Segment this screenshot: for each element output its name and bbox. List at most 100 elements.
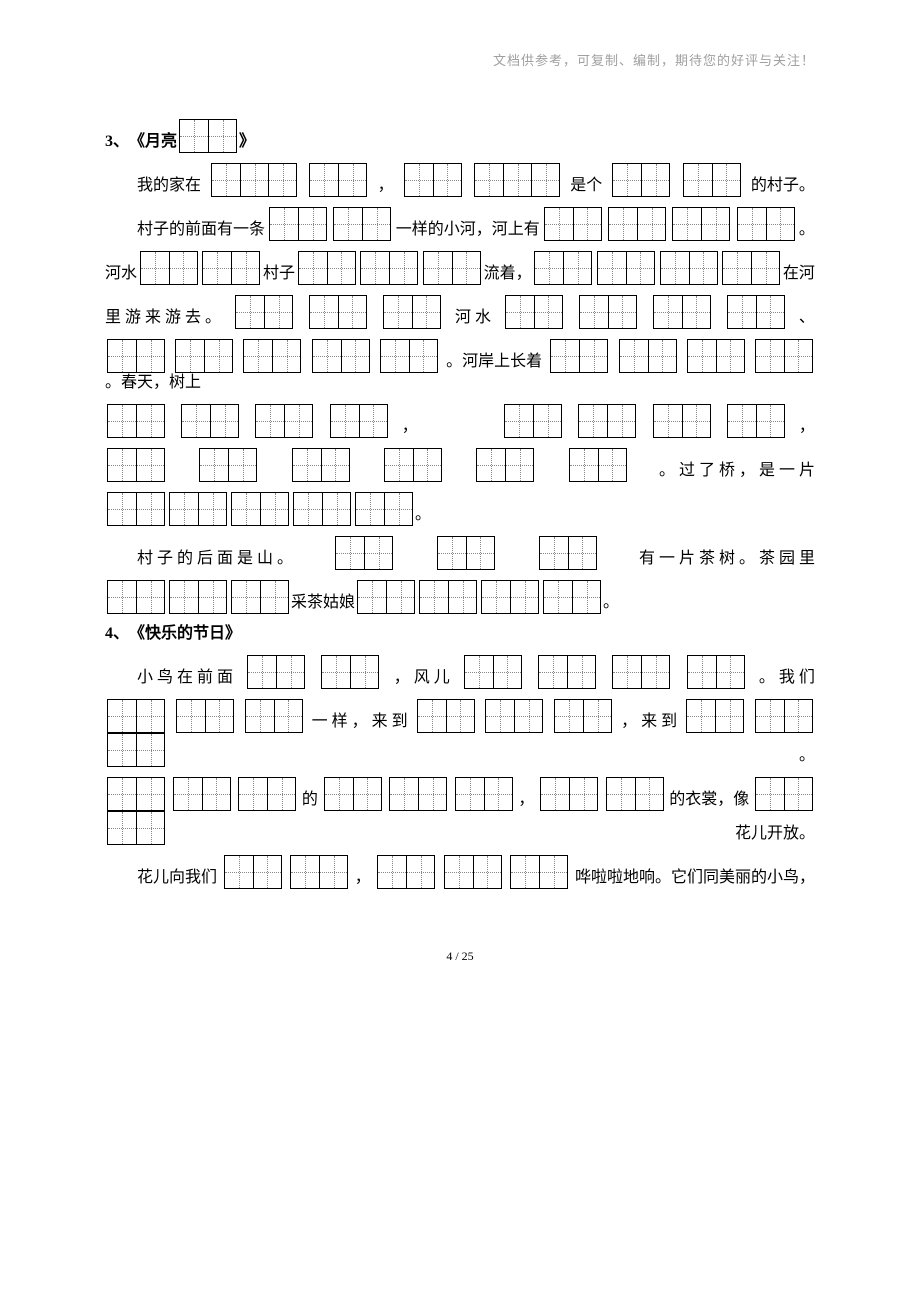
fill-blank-grid[interactable] (255, 404, 313, 438)
fill-blank-grid[interactable] (419, 580, 477, 614)
fill-blank-grid[interactable] (231, 580, 289, 614)
fill-blank-grid[interactable] (357, 580, 415, 614)
fill-blank-grid[interactable] (505, 295, 563, 329)
fill-blank-grid[interactable] (554, 699, 612, 733)
fill-blank-grid[interactable] (612, 163, 670, 197)
fill-blank-grid[interactable] (579, 295, 637, 329)
fill-blank-grid[interactable] (107, 733, 165, 767)
fill-blank-grid[interactable] (235, 295, 293, 329)
fill-blank-grid[interactable] (569, 448, 627, 482)
fill-blank-grid[interactable] (727, 404, 785, 438)
fill-blank-grid[interactable] (485, 699, 543, 733)
fill-blank-grid[interactable] (107, 811, 165, 845)
fill-blank-grid[interactable] (298, 251, 356, 285)
fill-blank-grid[interactable] (173, 777, 231, 811)
fill-blank-grid[interactable] (269, 207, 327, 241)
fill-blank-grid[interactable] (169, 580, 227, 614)
fill-blank-grid[interactable] (722, 251, 780, 285)
fill-blank-grid[interactable] (660, 251, 718, 285)
fill-blank-grid[interactable] (380, 339, 438, 373)
fill-blank-grid[interactable] (355, 492, 413, 526)
fill-blank-grid[interactable] (309, 295, 367, 329)
fill-blank-grid[interactable] (683, 163, 741, 197)
fill-blank-grid[interactable] (107, 404, 165, 438)
fill-blank-grid[interactable] (383, 295, 441, 329)
fill-blank-grid[interactable] (309, 163, 367, 197)
fill-blank-grid[interactable] (290, 855, 348, 889)
fill-blank-grid[interactable] (687, 339, 745, 373)
fill-blank-grid[interactable] (333, 207, 391, 241)
fill-blank-grid[interactable] (476, 448, 534, 482)
fill-blank-grid[interactable] (755, 699, 813, 733)
fill-blank-grid[interactable] (231, 492, 289, 526)
fill-blank-grid[interactable] (538, 655, 596, 689)
fill-blank-grid[interactable] (247, 655, 305, 689)
fill-blank-grid[interactable] (107, 580, 165, 614)
fill-blank-grid[interactable] (384, 448, 442, 482)
fill-blank-grid[interactable] (534, 251, 592, 285)
fill-blank-grid[interactable] (612, 655, 670, 689)
fill-blank-grid[interactable] (455, 777, 513, 811)
fill-blank-grid[interactable] (417, 699, 475, 733)
fill-blank-grid[interactable] (360, 251, 418, 285)
fill-blank-grid[interactable] (464, 655, 522, 689)
fill-blank-grid[interactable] (202, 251, 260, 285)
fill-blank-grid[interactable] (181, 404, 239, 438)
fill-blank-grid[interactable] (199, 448, 257, 482)
fill-blank-grid[interactable] (389, 777, 447, 811)
fill-blank-grid[interactable] (597, 251, 655, 285)
body-text: 花儿开放。 (735, 824, 815, 845)
fill-blank-grid[interactable] (245, 699, 303, 733)
fill-blank-grid[interactable] (672, 207, 730, 241)
fill-blank-grid[interactable] (404, 163, 462, 197)
worksheet-line: 。 (105, 492, 815, 526)
fill-blank-grid[interactable] (321, 655, 379, 689)
fill-blank-grid[interactable] (474, 163, 560, 197)
body-text: 有 一 片 茶 树 。 茶 园 里 (639, 549, 815, 570)
fill-blank-grid[interactable] (107, 699, 165, 733)
fill-blank-grid[interactable] (727, 295, 785, 329)
fill-blank-grid[interactable] (504, 404, 562, 438)
fill-blank-grid[interactable] (608, 207, 666, 241)
fill-blank-grid[interactable] (107, 777, 165, 811)
fill-blank-grid[interactable] (510, 855, 568, 889)
fill-blank-grid[interactable] (335, 536, 393, 570)
fill-blank-grid[interactable] (687, 655, 745, 689)
fill-blank-grid[interactable] (330, 404, 388, 438)
fill-blank-grid[interactable] (211, 163, 297, 197)
fill-blank-grid[interactable] (324, 777, 382, 811)
fill-blank-grid[interactable] (312, 339, 370, 373)
fill-blank-grid[interactable] (423, 251, 481, 285)
fill-blank-grid[interactable] (737, 207, 795, 241)
fill-blank-grid[interactable] (755, 339, 813, 373)
fill-blank-grid[interactable] (578, 404, 636, 438)
fill-blank-grid[interactable] (444, 855, 502, 889)
fill-blank-grid[interactable] (169, 492, 227, 526)
fill-blank-grid[interactable] (550, 339, 608, 373)
fill-blank-grid[interactable] (179, 119, 237, 153)
fill-blank-grid[interactable] (107, 339, 165, 373)
fill-blank-grid[interactable] (224, 855, 282, 889)
fill-blank-grid[interactable] (377, 855, 435, 889)
fill-blank-grid[interactable] (176, 699, 234, 733)
fill-blank-grid[interactable] (140, 251, 198, 285)
fill-blank-grid[interactable] (175, 339, 233, 373)
fill-blank-grid[interactable] (293, 492, 351, 526)
fill-blank-grid[interactable] (606, 777, 664, 811)
fill-blank-grid[interactable] (543, 580, 601, 614)
fill-blank-grid[interactable] (540, 777, 598, 811)
fill-blank-grid[interactable] (544, 207, 602, 241)
fill-blank-grid[interactable] (539, 536, 597, 570)
fill-blank-grid[interactable] (686, 699, 744, 733)
fill-blank-grid[interactable] (755, 777, 813, 811)
fill-blank-grid[interactable] (481, 580, 539, 614)
fill-blank-grid[interactable] (619, 339, 677, 373)
fill-blank-grid[interactable] (243, 339, 301, 373)
fill-blank-grid[interactable] (107, 492, 165, 526)
fill-blank-grid[interactable] (238, 777, 296, 811)
fill-blank-grid[interactable] (107, 448, 165, 482)
fill-blank-grid[interactable] (653, 295, 711, 329)
fill-blank-grid[interactable] (437, 536, 495, 570)
fill-blank-grid[interactable] (653, 404, 711, 438)
fill-blank-grid[interactable] (292, 448, 350, 482)
